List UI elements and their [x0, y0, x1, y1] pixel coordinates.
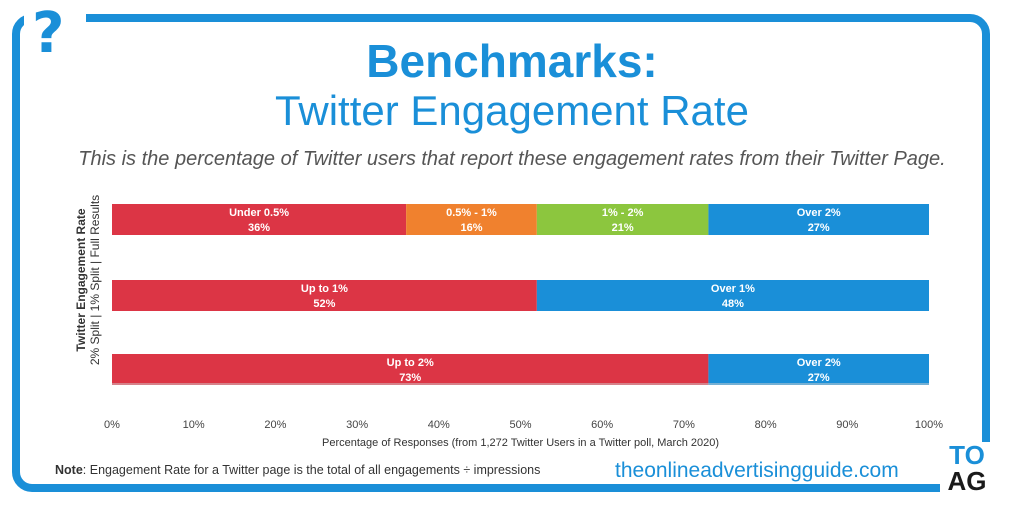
page-title: Benchmarks:	[366, 35, 658, 87]
x-tick-label: 30%	[346, 419, 368, 431]
segment-label: 0.5% - 1%	[446, 207, 497, 219]
x-axis-label: Percentage of Responses (from 1,272 Twit…	[322, 437, 719, 449]
segment-value-label: 27%	[808, 372, 830, 384]
segment-value-label: 36%	[248, 222, 270, 234]
note-text: : Engagement Rate for a Twitter page is …	[82, 463, 541, 477]
segment-value-label: 21%	[612, 222, 634, 234]
x-tick-label: 60%	[591, 419, 613, 431]
x-tick-label: 70%	[673, 419, 695, 431]
bar-segment	[406, 204, 537, 235]
segment-value-label: 27%	[808, 222, 830, 234]
x-tick-label: 10%	[183, 419, 205, 431]
x-tick-label: 80%	[755, 419, 777, 431]
bar-segment	[708, 354, 929, 385]
note-label: Note	[55, 463, 83, 477]
frame-gap	[24, 4, 86, 74]
x-tick-label: 90%	[836, 419, 858, 431]
segment-value-label: 48%	[722, 298, 744, 310]
segment-value-label: 73%	[399, 372, 421, 384]
segment-label: Over 1%	[711, 283, 755, 295]
question-mark-icon: ?	[32, 1, 65, 66]
bar-segment	[112, 204, 407, 235]
bar-segment	[112, 354, 709, 385]
x-tick-label: 40%	[428, 419, 450, 431]
x-tick-label: 0%	[104, 419, 120, 431]
segment-value-label: 52%	[313, 298, 335, 310]
frame-border	[12, 14, 990, 492]
site-url[interactable]: theonlineadvertisingguide.com	[615, 459, 899, 482]
bar-segment	[708, 204, 929, 235]
x-tick-label: 100%	[915, 419, 943, 431]
segment-label: 1% - 2%	[602, 207, 644, 219]
bar-segment	[536, 204, 709, 235]
x-tick-label: 50%	[509, 419, 531, 431]
x-tick-label: 20%	[264, 419, 286, 431]
footnote: Note: Engagement Rate for a Twitter page…	[55, 464, 540, 477]
segment-label: Up to 1%	[301, 283, 348, 295]
page-subtitle: This is the percentage of Twitter users …	[78, 148, 946, 170]
bar-segment	[536, 280, 929, 311]
segment-label: Up to 2%	[387, 357, 434, 369]
toag-logo: TO AG	[940, 442, 994, 504]
page-title-line2: Twitter Engagement Rate	[275, 87, 749, 134]
segment-label: Under 0.5%	[229, 207, 289, 219]
logo-line1: TO	[949, 440, 985, 470]
bar-segment	[112, 280, 537, 311]
logo-line2: AG	[947, 466, 987, 496]
segment-label: Over 2%	[797, 207, 841, 219]
segment-value-label: 16%	[460, 222, 482, 234]
segment-label: Over 2%	[797, 357, 841, 369]
